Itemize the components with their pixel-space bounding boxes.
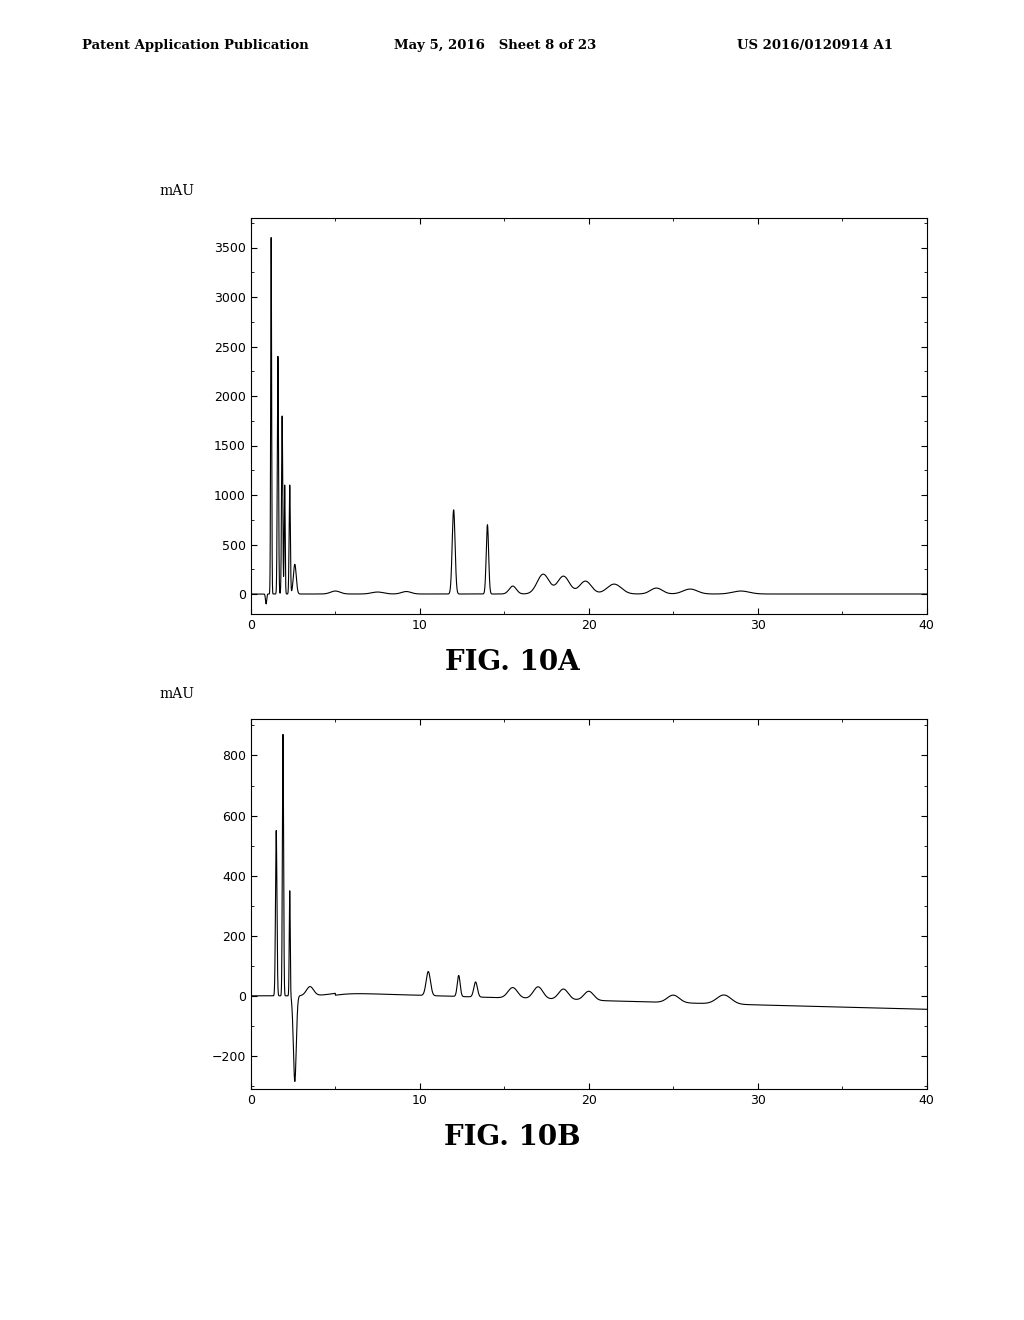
Text: May 5, 2016   Sheet 8 of 23: May 5, 2016 Sheet 8 of 23	[394, 38, 597, 51]
Text: US 2016/0120914 A1: US 2016/0120914 A1	[737, 38, 893, 51]
Text: mAU: mAU	[160, 183, 195, 198]
Text: FIG. 10B: FIG. 10B	[443, 1125, 581, 1151]
Text: FIG. 10A: FIG. 10A	[444, 649, 580, 676]
Text: Patent Application Publication: Patent Application Publication	[82, 38, 308, 51]
Text: mAU: mAU	[160, 686, 195, 701]
